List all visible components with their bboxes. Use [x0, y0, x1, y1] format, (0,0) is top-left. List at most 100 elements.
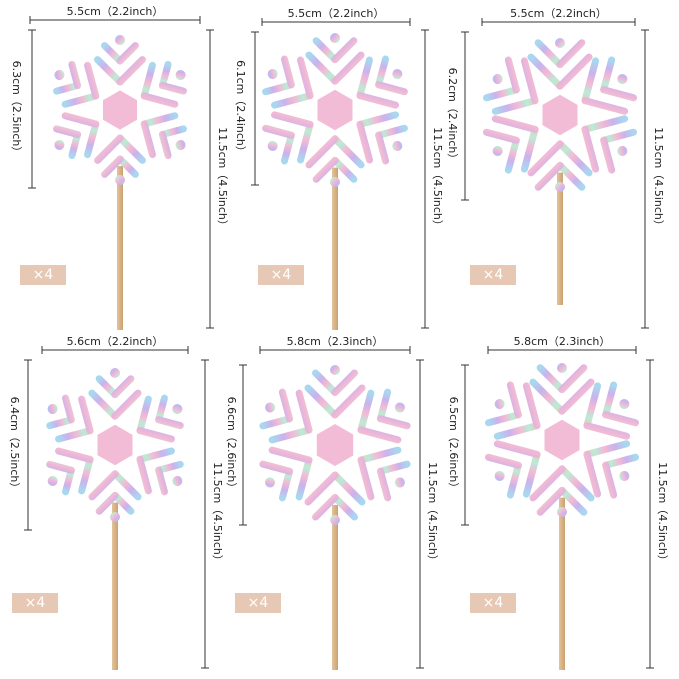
arm-branch [581, 125, 600, 173]
arm-tip [492, 146, 503, 156]
arm-tip [267, 141, 278, 151]
width-label: 5.5cm（2.2inch） [288, 7, 385, 20]
width-label: 5.5cm（2.2inch） [510, 7, 607, 20]
arm-branch [483, 86, 520, 102]
count-label: ×4 [248, 595, 269, 611]
product-panel: 5.8cm（2.3inch） 6.5cm（2.6inch） 11.5cm（4.5in… [447, 335, 669, 670]
arm-branch [140, 112, 179, 128]
arm-branch [529, 378, 566, 415]
snowflake-center [103, 90, 137, 130]
arm-branch [506, 381, 522, 419]
arm-branch [136, 427, 175, 443]
height-label: 6.3cm（2.5inch） [10, 61, 23, 158]
arm-tip [265, 477, 276, 488]
arm-tip [557, 507, 567, 517]
arm-branch [558, 465, 595, 502]
snowflake-center [542, 94, 578, 136]
arm-branch [297, 56, 314, 100]
stick [117, 166, 123, 330]
arm-branch [111, 389, 142, 420]
snowflake-center [317, 89, 353, 131]
arm-branch [375, 124, 408, 139]
arm-tip [619, 471, 630, 481]
arm-branch [312, 37, 339, 64]
product-panel: 5.5cm（2.2inch） 6.2cm（2.4inch） 11.5cm（4.5in… [446, 7, 665, 329]
arm-branch [116, 42, 139, 65]
arm-branch [527, 53, 564, 90]
arm-branch [527, 140, 564, 177]
count-badge [470, 593, 516, 613]
height-label: 6.6cm（2.6inch） [225, 397, 238, 494]
arm-branch [78, 455, 94, 495]
arm-tip [267, 69, 278, 79]
width-label: 5.5cm（2.2inch） [67, 5, 164, 18]
arm-branch [158, 82, 187, 95]
arm-branch [376, 388, 392, 423]
arm-branch [583, 382, 602, 430]
arm-branch [357, 456, 375, 501]
snowflake-arm [94, 35, 146, 115]
arm-branch [331, 156, 358, 183]
arm-branch [88, 470, 119, 501]
arm-branch [356, 56, 373, 100]
width-label: 5.6cm（2.2inch） [67, 335, 164, 348]
arm-branch [68, 60, 82, 89]
product-panel: 5.8cm（2.3inch） 6.6cm（2.6inch） 11.5cm（4.5in… [225, 335, 439, 670]
arm-branch [62, 394, 75, 424]
arm-branch [485, 453, 522, 469]
arm-branch [116, 56, 146, 86]
arm-branch [600, 136, 616, 174]
arm-branch [295, 389, 313, 434]
arm-branch [155, 394, 168, 424]
arm-branch [278, 467, 294, 502]
arm-branch [111, 491, 135, 515]
arm-branch [602, 461, 618, 499]
snowflake [262, 33, 408, 187]
count-badge [12, 593, 58, 613]
arm-branch [375, 81, 408, 96]
arm-branch [356, 111, 400, 128]
arm-branch [331, 471, 366, 506]
arm-branch [270, 111, 314, 128]
total-label: 11.5cm（4.5inch） [211, 462, 224, 566]
snowflake-arm [262, 105, 340, 165]
arm-tip [394, 477, 405, 488]
arm-branch [534, 39, 564, 69]
snowflake [485, 363, 639, 517]
arm-tip [617, 74, 628, 84]
arm-branch [558, 486, 588, 516]
arm-tip [330, 515, 340, 525]
arm-branch [305, 51, 339, 85]
arm-tip [557, 363, 567, 373]
arm-branch [522, 450, 541, 498]
total-label: 11.5cm（4.5inch） [656, 462, 669, 566]
arm-branch [356, 120, 373, 164]
arm-branch [158, 125, 187, 138]
arm-tip [47, 404, 58, 414]
arm-branch [600, 56, 616, 94]
total-label: 11.5cm（4.5inch） [431, 127, 444, 231]
arm-branch [94, 56, 124, 86]
arm-branch [53, 125, 82, 138]
arm-branch [491, 115, 539, 133]
arm-branch [602, 453, 639, 469]
snowflake [259, 365, 411, 525]
arm-branch [312, 369, 339, 396]
arm-tip [175, 70, 186, 80]
arm-branch [558, 378, 595, 415]
arm-branch [602, 411, 639, 427]
count-label: ×4 [483, 595, 504, 611]
height-label: 6.1cm（2.4inch） [234, 60, 247, 157]
arm-tip [492, 74, 503, 84]
snowflake [483, 38, 637, 192]
arm-branch [116, 155, 139, 178]
arm-branch [155, 416, 184, 430]
arm-tip [392, 69, 403, 79]
snowflake-center [316, 424, 354, 466]
arm-tip [110, 368, 120, 378]
arm-branch [583, 440, 631, 458]
arm-branch [136, 455, 152, 495]
arm-branch [534, 161, 564, 191]
arm-branch [53, 82, 82, 95]
